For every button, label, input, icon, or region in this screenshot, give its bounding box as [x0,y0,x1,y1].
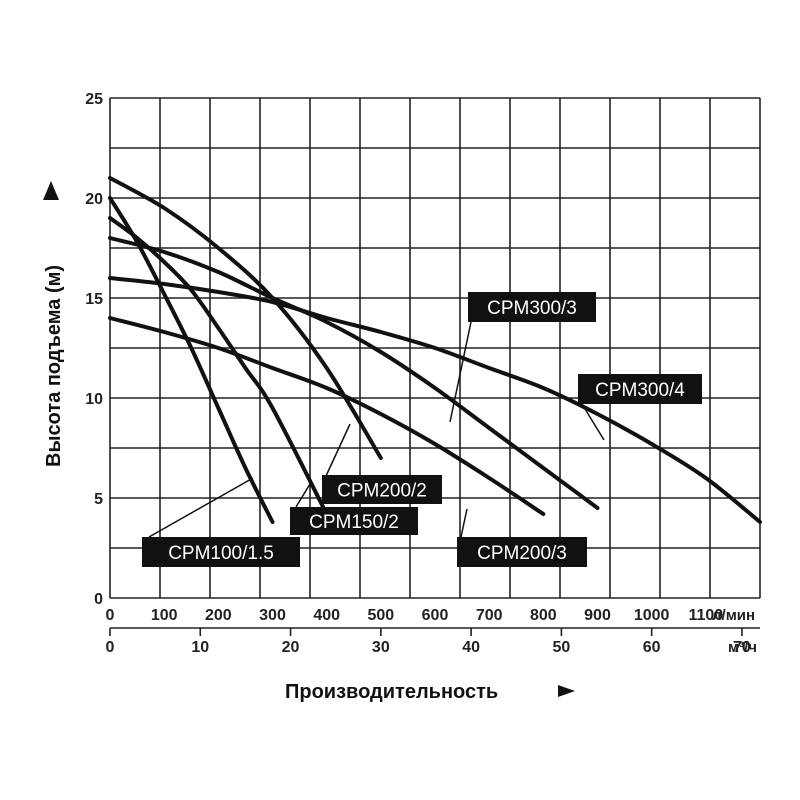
x-tick-label-primary: 500 [367,607,394,624]
y-tick-label: 20 [85,191,103,208]
series-labels: CPM100/1.5 CPM150/2 CPM200/2 CPM200/3 CPM300… [142,292,702,567]
x-tick-label-secondary: 40 [462,639,480,656]
series-label: CPM300/3 [487,298,577,319]
y-tick-label: 25 [85,91,103,108]
x-tick-label-primary: 1100 [688,607,723,624]
x-axis-label: Производительность [285,681,498,703]
label-leader-line [581,403,605,441]
x-unit-secondary: м³/ч [728,639,757,656]
x-tick-label-secondary: 30 [372,639,390,656]
label-leader-line [325,423,351,477]
series-curve-4 [108,236,600,510]
series-curve-0 [108,196,275,524]
x-tick-label-secondary: 70 [733,639,751,656]
x-tick-labels-secondary: 0 10 20 30 40 50 60 70 [106,628,751,656]
series-label-box [457,537,587,567]
y-tick-label: 10 [85,391,103,408]
series-curves [108,176,762,524]
series-label: CPM200/2 [337,481,427,502]
series-label-box [142,537,300,567]
x-tick-label-primary: 100 [151,607,178,624]
label-leader-line [449,321,472,423]
x-tick-label-primary: 400 [313,607,340,624]
grid [109,97,761,629]
x-tick-label-primary: 0 [106,607,115,624]
series-label-box [578,374,702,404]
y-tick-label: 0 [94,591,103,608]
x-tick-label-primary: 600 [422,607,449,624]
y-axis-label: Высота подъема (м) [43,265,65,467]
x-tick-label-primary: 200 [205,607,232,624]
x-tick-label-primary: 300 [259,607,286,624]
x-tick-label-secondary: 0 [106,639,115,656]
series-curve-2 [108,176,383,460]
x-unit-primary: л/мин [712,607,755,624]
y-tick-labels: 0 5 10 15 20 25 [85,91,103,608]
x-tick-label-secondary: 50 [552,639,570,656]
series-curve-5 [108,276,762,524]
x-tick-label-primary: 900 [584,607,611,624]
label-leader-line [295,483,311,508]
x-tick-labels-primary: 0 100 200 300 400 500 600 700 800 900 1000 1100 [106,607,724,624]
series-label: CPM300/4 [595,380,685,401]
x-axis-arrow-icon [558,685,575,697]
series-label: CPM150/2 [309,512,399,533]
series-curve-1 [108,216,329,516]
label-leader-line [460,508,468,538]
label-leader-line [148,477,254,538]
y-tick-label: 15 [85,291,103,308]
series-label: CPM200/3 [477,543,567,564]
y-axis-arrow-icon [43,181,59,200]
series-curve-3 [108,316,546,516]
x-tick-label-secondary: 20 [282,639,300,656]
x-tick-label-primary: 800 [530,607,557,624]
series-label-box [322,475,442,504]
series-label: CPM100/1.5 [168,543,274,564]
series-label-box [290,507,418,535]
series-label-box [468,292,596,322]
y-tick-label: 5 [94,491,103,508]
x-tick-label-secondary: 10 [191,639,209,656]
x-tick-label-primary: 700 [476,607,503,624]
x-tick-label-primary: 1000 [634,607,670,624]
x-tick-label-secondary: 60 [643,639,661,656]
